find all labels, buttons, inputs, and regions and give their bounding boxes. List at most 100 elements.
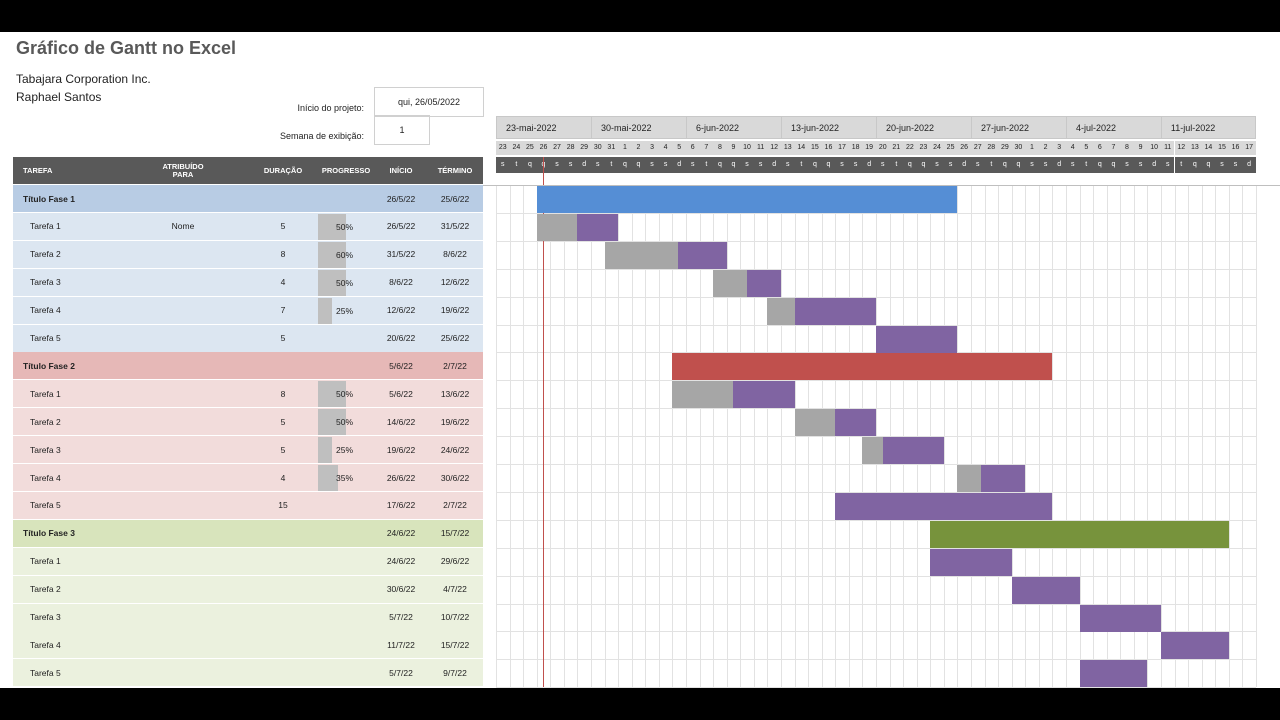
task-duration [258, 576, 308, 603]
task-bar[interactable] [882, 437, 944, 465]
day-number: 8 [713, 141, 727, 155]
grid-row-line [496, 296, 1256, 298]
task-row[interactable]: Tarefa 1 8 50% 5/6/22 13/6/22 [13, 380, 483, 409]
task-bar-done[interactable] [767, 297, 795, 325]
phase-row[interactable]: Título Fase 2 5/6/22 2/7/22 [13, 352, 483, 381]
phase-bar[interactable] [536, 186, 958, 213]
phase-bar[interactable] [672, 353, 1053, 381]
task-row[interactable]: Tarefa 4 4 35% 26/6/22 30/6/22 [13, 464, 483, 492]
task-row[interactable]: Tarefa 5 15 17/6/22 2/7/22 [13, 491, 483, 520]
task-bar[interactable] [835, 409, 876, 437]
task-bar[interactable] [1079, 660, 1148, 688]
task-row[interactable]: Tarefa 3 4 50% 8/6/22 12/6/22 [13, 268, 483, 297]
task-assigned [153, 185, 213, 212]
task-bar-done[interactable] [672, 381, 734, 409]
task-row[interactable]: Tarefa 3 5 25% 19/6/22 24/6/22 [13, 436, 483, 465]
day-number: 29 [577, 141, 591, 155]
day-letter: s [685, 157, 700, 173]
phase-title: Título Fase 1 [23, 193, 75, 204]
day-number: 12 [1174, 141, 1189, 155]
day-number: 24 [509, 141, 524, 155]
task-start: 11/7/22 [387, 639, 415, 650]
phase-row[interactable]: Título Fase 1 26/5/22 25/6/22 [13, 185, 483, 213]
grid-row-line [496, 324, 1256, 326]
day-letter: q [631, 157, 646, 173]
day-number: 27 [970, 141, 985, 155]
task-name: Tarefa 2 [30, 584, 61, 595]
day-letter: q [1106, 157, 1121, 173]
day-letter: q [618, 157, 632, 173]
progress-label: 50% [336, 389, 354, 400]
week-header: 20-jun-2022 [875, 116, 971, 139]
task-end: 25/6/22 [440, 333, 470, 343]
task-bar-done[interactable] [604, 241, 678, 269]
progress-fill [318, 241, 346, 268]
phase-title: Título Fase 2 [23, 360, 75, 371]
phase-bar[interactable] [930, 520, 1229, 548]
progress-label: 35% [336, 473, 354, 483]
task-row[interactable]: Tarefa 5 5 20/6/22 25/6/22 [13, 324, 483, 353]
day-number: 16 [821, 141, 836, 155]
day-number: 27 [550, 141, 564, 155]
task-bar[interactable] [733, 381, 795, 409]
progress-label: 50% [336, 221, 354, 232]
task-row[interactable]: Tarefa 4 11/7/22 15/7/22 [13, 631, 483, 660]
task-duration: 4 [280, 472, 286, 483]
page-title: Gráfico de Gantt no Excel [16, 38, 237, 58]
progress-bar: 25% [318, 297, 353, 324]
grid-row-line [496, 491, 1256, 493]
task-row[interactable]: Tarefa 2 30/6/22 4/7/22 [13, 575, 483, 604]
task-row[interactable]: Tarefa 5 5/7/22 9/7/22 [13, 659, 483, 688]
task-start: 17/6/22 [386, 500, 416, 511]
task-bar-done[interactable] [957, 465, 982, 492]
task-bar-done[interactable] [713, 269, 748, 297]
day-number: 11 [753, 141, 768, 155]
task-assigned [153, 548, 213, 575]
task-bar[interactable] [1079, 604, 1161, 632]
task-bar[interactable] [835, 492, 1053, 520]
task-bar[interactable] [875, 325, 958, 353]
day-number: 20 [875, 141, 890, 155]
task-duration: 15 [278, 500, 288, 511]
phase-row[interactable]: Título Fase 3 24/6/22 15/7/22 [13, 519, 483, 548]
grid-row-line [496, 631, 1256, 633]
task-bar-done[interactable] [862, 437, 883, 465]
task-row[interactable]: Tarefa 1 24/6/22 29/6/22 [13, 547, 483, 576]
task-start: 26/5/22 [386, 221, 416, 232]
task-bar-done[interactable] [536, 213, 578, 241]
task-row[interactable]: Tarefa 1 Nome 5 50% 26/5/22 31/5/22 [13, 212, 483, 241]
task-assigned [153, 325, 213, 352]
day-letter: s [970, 157, 985, 173]
task-bar[interactable] [677, 241, 727, 269]
day-number: 7 [1106, 141, 1121, 155]
task-assigned: Nome [171, 221, 195, 232]
day-letter: s [875, 157, 890, 173]
week-cell[interactable]: 1 [374, 115, 430, 145]
task-row[interactable]: Tarefa 4 7 25% 12/6/22 19/6/22 [13, 296, 483, 325]
task-bar[interactable] [1160, 632, 1229, 660]
task-row[interactable]: Tarefa 2 5 50% 14/6/22 19/6/22 [13, 408, 483, 437]
day-letter: s [1025, 157, 1039, 173]
day-number: 6 [685, 141, 700, 155]
task-bar[interactable] [577, 213, 619, 241]
day-number: 22 [903, 141, 917, 155]
phase-title: Título Fase 3 [23, 528, 75, 539]
task-bar-done[interactable] [794, 409, 836, 437]
task-bar[interactable] [794, 297, 876, 325]
task-bar[interactable] [981, 465, 1026, 492]
day-letter: s [496, 157, 510, 173]
task-row[interactable]: Tarefa 2 8 60% 31/5/22 8/6/22 [13, 240, 483, 269]
task-bar[interactable] [1011, 576, 1080, 604]
day-number: 9 [1133, 141, 1148, 155]
day-letter: s [848, 157, 863, 173]
day-letter: s [740, 157, 754, 173]
day-letter: s [1133, 157, 1148, 173]
day-number: 29 [998, 141, 1012, 155]
project-start-cell[interactable]: qui, 26/05/2022 [374, 87, 484, 117]
task-name: Tarefa 1 [30, 221, 61, 232]
task-bar[interactable] [930, 548, 1012, 576]
task-assigned [153, 464, 213, 491]
task-bar[interactable] [747, 269, 781, 297]
day-letter: t [1174, 157, 1189, 173]
task-row[interactable]: Tarefa 3 5/7/22 10/7/22 [13, 603, 483, 632]
